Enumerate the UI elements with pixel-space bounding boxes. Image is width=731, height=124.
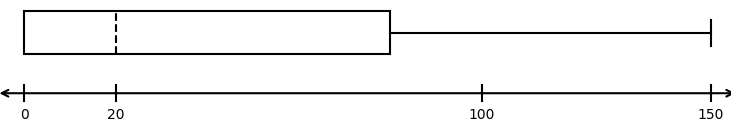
Text: 100: 100 (469, 108, 495, 122)
FancyBboxPatch shape (24, 11, 390, 54)
Text: 150: 150 (697, 108, 724, 122)
Text: 20: 20 (107, 108, 124, 122)
Text: 0: 0 (20, 108, 29, 122)
